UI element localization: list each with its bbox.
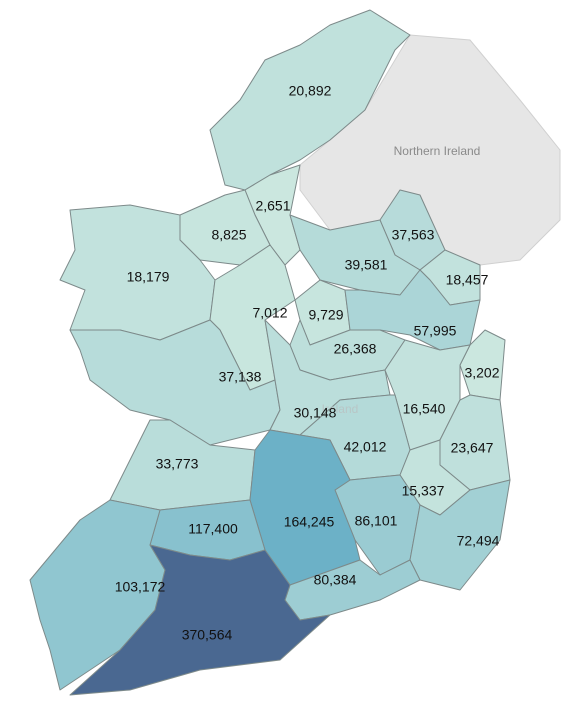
ireland-label: Ireland — [322, 402, 359, 416]
value-label: 72,494 — [457, 533, 500, 549]
value-label: 370,564 — [182, 627, 233, 643]
county — [289, 214, 421, 296]
value-label: 2,651 — [255, 198, 290, 214]
value-label: 86,101 — [355, 513, 398, 529]
value-label: 30,148 — [294, 405, 337, 421]
value-label: 26,368 — [334, 341, 377, 357]
county — [409, 479, 511, 591]
value-label: 37,138 — [219, 369, 262, 385]
value-label: 9,729 — [308, 307, 343, 323]
value-label: 57,995 — [414, 323, 457, 339]
county — [69, 544, 331, 696]
value-label: 117,400 — [188, 521, 238, 537]
counties — [29, 9, 511, 696]
value-label: 16,540 — [403, 401, 446, 417]
value-label: 164,245 — [284, 514, 335, 530]
northern-ireland-label: Northern Ireland — [394, 144, 481, 158]
value-label: 7,012 — [252, 305, 287, 321]
value-label: 18,457 — [446, 272, 489, 288]
value-label: 15,337 — [402, 483, 445, 499]
value-label: 39,581 — [345, 257, 388, 273]
value-label: 80,384 — [314, 572, 357, 588]
value-label: 33,773 — [156, 456, 199, 472]
value-label: 8,825 — [211, 227, 246, 243]
value-label: 20,892 — [289, 83, 332, 99]
value-label: 23,647 — [451, 440, 494, 456]
value-label: 18,179 — [127, 269, 170, 285]
value-label: 3,202 — [464, 365, 499, 381]
value-label: 37,563 — [392, 227, 435, 243]
value-label: 103,172 — [115, 579, 166, 595]
value-label: 42,012 — [344, 439, 387, 455]
